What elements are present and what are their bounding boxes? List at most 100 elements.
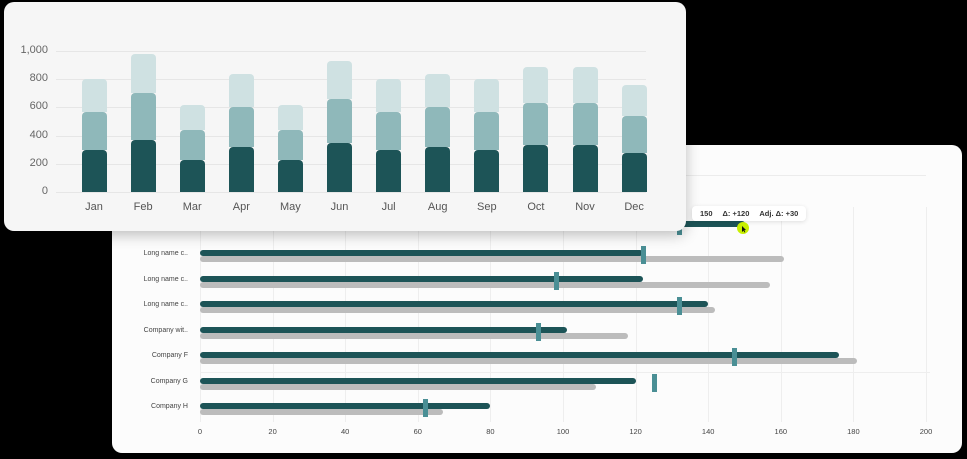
y-tick-label: 400 [29, 128, 48, 141]
bar-segment-aug [425, 107, 451, 147]
target-marker [553, 272, 559, 290]
x-tick-label: Jul [381, 201, 396, 213]
bar-segment-aug [425, 146, 451, 192]
bar-segment-dec [621, 152, 647, 192]
bar-segment-may [277, 159, 303, 192]
bar-segment-oct [523, 145, 549, 192]
gridline [708, 207, 710, 422]
x-tick-label: 20 [268, 427, 277, 436]
gridline [490, 207, 492, 422]
x-tick-label: Dec [624, 201, 644, 213]
x-tick-label: Aug [427, 201, 448, 213]
y-tick-label: 800 [29, 72, 48, 85]
y-tick-label: 200 [29, 156, 48, 169]
comparison-bar [200, 256, 785, 262]
x-tick-label: Jun [330, 201, 349, 213]
comparison-bar [200, 307, 716, 313]
tooltip: 150 Δ: +120 Adj. Δ: +30 [692, 206, 807, 221]
row-label: Company wit.. [143, 327, 188, 334]
y-tick-label: 1,000 [20, 44, 48, 56]
bar-segment-jan [81, 149, 107, 192]
bar-segment-jul [376, 111, 402, 150]
bar-segment-oct [523, 103, 549, 146]
tooltip-adj-delta: Adj. Δ: +30 [759, 209, 799, 218]
row-label: Company G [150, 378, 188, 385]
target-marker [423, 399, 429, 417]
gridline [200, 372, 930, 373]
x-tick-label: 0 [197, 427, 203, 436]
x-tick-label: Mar [182, 201, 202, 213]
row-label: Long name c.. [143, 276, 188, 283]
bar-segment-oct [523, 66, 549, 104]
bar-segment-nov [572, 103, 598, 146]
bar-segment-apr [228, 107, 254, 147]
row-label: Long name c.. [143, 301, 188, 308]
x-tick-label: 160 [774, 427, 788, 436]
target-marker [677, 297, 683, 315]
actual-bar [200, 250, 643, 256]
x-tick-label: 200 [919, 427, 933, 436]
bar-segment-jan [81, 79, 107, 112]
bar-segment-feb [130, 53, 156, 94]
bar-segment-dec [621, 115, 647, 153]
gridline [780, 207, 782, 422]
bar-segment-aug [425, 73, 451, 108]
bar-segment-apr [228, 146, 254, 192]
gridline [56, 192, 646, 193]
comparison-bar [200, 384, 596, 390]
gridline [635, 207, 637, 422]
y-tick-label: 600 [29, 100, 48, 113]
bar-segment-mar [179, 129, 205, 160]
gridline [563, 207, 564, 422]
bar-segment-jul [376, 79, 402, 112]
x-tick-label: Apr [232, 201, 250, 213]
target-marker [640, 246, 646, 264]
x-tick-label: 80 [486, 427, 495, 436]
x-tick-label: Feb [133, 201, 153, 213]
bar-segment-feb [130, 93, 156, 140]
actual-bar [200, 327, 567, 333]
y-tick-label: 0 [41, 185, 48, 197]
actual-bar [200, 403, 491, 409]
comparison-bar [200, 282, 770, 288]
bar-segment-sep [474, 79, 500, 112]
x-tick-label: 60 [413, 427, 422, 436]
x-tick-label: 140 [701, 427, 715, 436]
actual-bar [200, 378, 636, 384]
gridline [345, 207, 347, 422]
bar-segment-nov [572, 145, 598, 192]
x-tick-label: 180 [847, 427, 860, 436]
x-tick-label: Jan [85, 201, 103, 213]
gridline [853, 207, 855, 422]
bar-segment-mar [179, 104, 205, 130]
actual-bar [200, 352, 839, 358]
bar-segment-mar [179, 159, 205, 192]
bar-segment-jun [327, 142, 352, 192]
gridline [272, 207, 274, 422]
bar-segment-dec [621, 84, 647, 116]
bar-segment-nov [572, 66, 598, 104]
row-label: Company H [151, 403, 188, 410]
x-tick-label: 120 [629, 427, 642, 436]
tooltip-delta: Δ: +120 [722, 209, 750, 218]
actual-bar [200, 301, 709, 307]
stacked-bar-chart-card: 1,000 800 600 400 200 0 Jan Feb Mar Apr May Jun Jul… [4, 2, 686, 231]
bar-segment-jul [376, 149, 402, 192]
target-marker [535, 323, 541, 341]
comparison-bar [200, 409, 444, 415]
bar-segment-apr [228, 73, 254, 108]
cursor-icon [737, 222, 749, 234]
gridline [926, 207, 927, 422]
row-label: Long name c.. [143, 250, 188, 257]
row-label: Company F [151, 352, 188, 359]
bar-segment-may [277, 129, 303, 160]
bar-segment-jan [81, 111, 107, 150]
bar-segment-jun [327, 98, 352, 143]
x-tick-label: Nov [575, 201, 595, 213]
target-marker [651, 374, 657, 392]
bar-segment-sep [474, 111, 500, 150]
x-tick-label: 100 [556, 427, 570, 436]
x-tick-label: May [280, 201, 301, 213]
tooltip-value: 150 [700, 209, 713, 218]
bar-segment-feb [130, 139, 156, 192]
